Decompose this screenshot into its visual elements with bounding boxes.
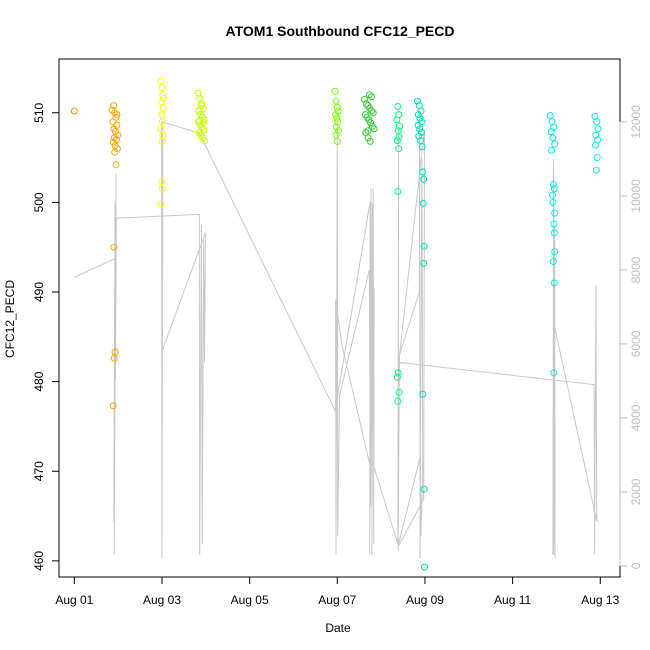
x-tick-label: Aug 11 <box>494 593 531 607</box>
data-point <box>550 192 556 198</box>
data-point <box>593 142 599 148</box>
data-point <box>332 88 338 94</box>
x-tick-label: Aug 13 <box>581 593 619 607</box>
chart-title: ATOM1 Southbound CFC12_PECD <box>226 23 455 39</box>
y2-tick-label: 8000 <box>629 256 643 283</box>
data-point <box>595 126 601 132</box>
data-point <box>370 110 376 116</box>
y2-tick-label: 4000 <box>629 404 643 431</box>
x-tick-label: Aug 09 <box>406 593 444 607</box>
y-axis-label: CFC12_PECD <box>3 280 17 358</box>
data-point <box>113 162 119 168</box>
y2-tick-label: 0 <box>629 562 643 569</box>
data-point <box>549 147 555 153</box>
data-point <box>551 124 557 130</box>
data-point <box>547 113 553 119</box>
y-tick-label: 460 <box>32 551 46 571</box>
cfc12-chart: ATOM1 Southbound CFC12_PECD Date CFC12_P… <box>0 0 650 650</box>
y-axis-right: 0 2000 4000 6000 8000 10000 12000 <box>620 105 643 569</box>
data-point <box>333 98 339 104</box>
y2-tick-label: 6000 <box>629 330 643 357</box>
data-point <box>158 78 164 84</box>
data-point <box>550 199 556 205</box>
plot-frame <box>59 59 620 577</box>
data-point <box>71 108 77 114</box>
data-point <box>594 155 600 161</box>
y2-tick-label: 12000 <box>629 105 643 139</box>
data-point <box>551 186 557 192</box>
y2-tick-label: 10000 <box>629 179 643 213</box>
data-point <box>159 112 165 118</box>
data-point <box>548 129 554 135</box>
y-tick-label: 510 <box>32 102 46 122</box>
y2-tick-label: 2000 <box>629 478 643 505</box>
y-tick-label: 480 <box>32 371 46 391</box>
data-point <box>160 95 166 101</box>
data-point <box>160 105 166 111</box>
x-tick-label: Aug 03 <box>143 593 181 607</box>
data-point <box>552 141 558 147</box>
data-point <box>550 135 556 141</box>
data-point <box>394 138 400 144</box>
x-tick-label: Aug 05 <box>231 593 269 607</box>
y-axis-left: 460 470 480 490 500 510 <box>32 102 59 570</box>
data-point <box>158 126 164 132</box>
x-axis: Aug 01 Aug 03 Aug 05 Aug 07 Aug 09 Aug 11 Aug … <box>55 577 619 607</box>
data-point <box>110 119 116 125</box>
altitude-series <box>74 111 597 559</box>
data-point <box>395 189 401 195</box>
y-tick-label: 500 <box>32 192 46 212</box>
data-point <box>159 85 165 91</box>
data-point <box>333 132 339 138</box>
y-tick-label: 470 <box>32 461 46 481</box>
x-axis-label: Date <box>325 621 351 635</box>
x-tick-label: Aug 07 <box>318 593 356 607</box>
y-tick-label: 490 <box>32 282 46 302</box>
x-tick-label: Aug 01 <box>55 593 93 607</box>
data-point <box>420 200 426 206</box>
altitude-line <box>74 111 597 559</box>
data-point <box>394 117 400 123</box>
data-point <box>594 119 600 125</box>
data-point <box>593 167 599 173</box>
data-point <box>552 210 558 216</box>
data-point <box>395 104 401 110</box>
data-point <box>159 99 165 105</box>
data-point <box>422 564 428 570</box>
